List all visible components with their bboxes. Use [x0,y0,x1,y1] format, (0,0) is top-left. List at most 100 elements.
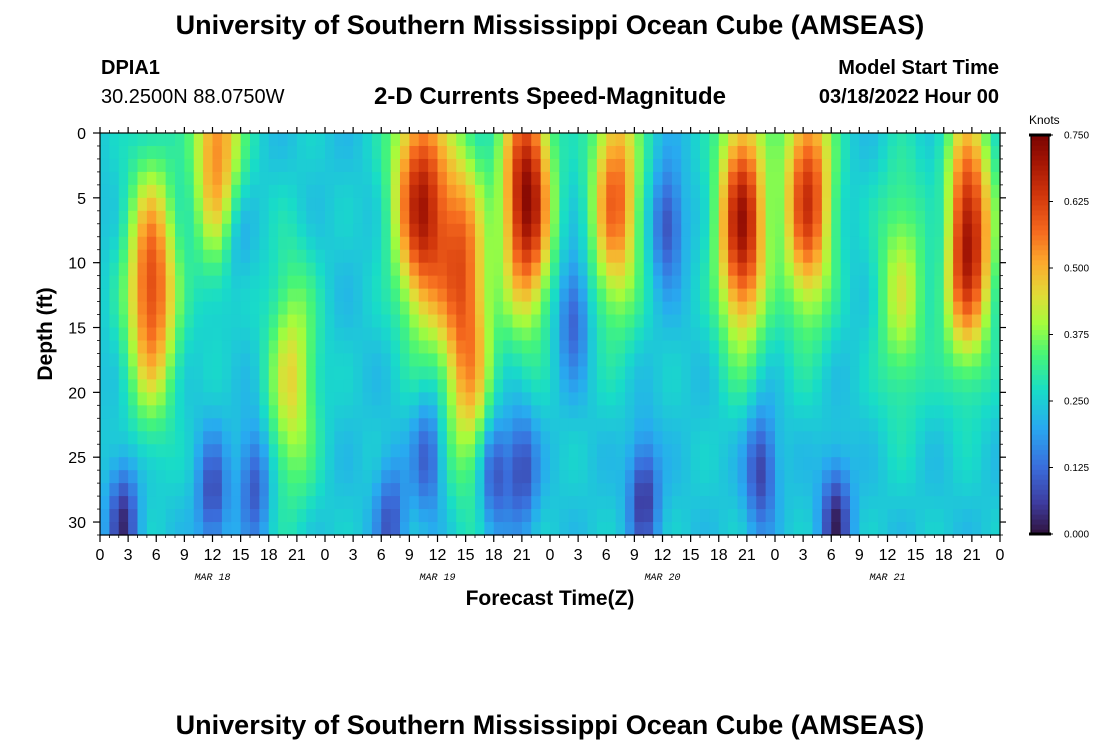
heatmap-cell [212,431,223,445]
heatmap-cell [915,133,926,147]
heatmap-cell [484,288,495,303]
heatmap-cell [475,353,485,368]
heatmap-cell [887,457,898,471]
heatmap-cell [850,353,860,368]
heatmap-cell [625,509,635,523]
heatmap-cell [531,236,542,251]
heatmap-cell [859,392,870,406]
heatmap-cell [578,340,589,355]
heatmap-cell [287,288,298,303]
heatmap-cell [353,418,364,432]
heatmap-cell [550,171,560,186]
heatmap-cell [990,158,1001,173]
heatmap-cell [203,457,214,471]
heatmap-cell [493,418,504,432]
heatmap-cell [212,210,223,225]
heatmap-cell [878,457,889,471]
heatmap-cell [700,431,710,445]
heatmap-cell [334,197,345,212]
heatmap-cell [240,158,251,173]
heatmap-cell [737,379,748,393]
heatmap-cell [896,340,907,355]
colorbar-band [1031,419,1049,425]
heatmap-cell [737,483,748,497]
heatmap-cell [296,197,307,212]
heatmap-cell [765,262,776,277]
heatmap-cell [118,431,129,445]
heatmap-cell [484,340,495,355]
heatmap-cell [362,327,373,342]
heatmap-cell [793,301,804,316]
heatmap-cell [840,353,851,368]
heatmap-cell [559,158,570,173]
heatmap-cell [850,379,860,393]
heatmap-cell [512,158,523,173]
heatmap-cell [231,457,242,471]
heatmap-cell [437,223,448,238]
heatmap-cell [446,171,457,186]
heatmap-cell [990,145,1001,160]
heatmap-cell [962,314,973,329]
heatmap-cell [934,158,945,173]
heatmap-cell [990,353,1001,368]
heatmap-cell [146,197,157,212]
heatmap-cell [568,133,579,147]
heatmap-cell [671,262,682,277]
heatmap-cell [128,470,139,484]
heatmap-cell [990,522,1001,536]
heatmap-cell [306,353,317,368]
heatmap-cell [737,470,748,484]
heatmap-cell [137,158,148,173]
heatmap-cell [728,210,739,225]
heatmap-cell [625,133,635,147]
heatmap-cell [100,353,110,368]
heatmap-cell [550,145,560,160]
heatmap-cell [653,431,664,445]
heatmap-cell [259,379,270,393]
heatmap-cell [962,522,973,536]
heatmap-cell [681,145,692,160]
heatmap-cell [371,184,382,199]
heatmap-cell [250,223,260,238]
heatmap-cell [887,340,898,355]
heatmap-cell [175,496,185,510]
heatmap-cell [184,496,195,510]
heatmap-cell [306,171,317,186]
heatmap-cell [728,275,739,290]
heatmap-cell [371,366,382,380]
heatmap-cell [643,418,654,432]
heatmap-cell [503,444,514,458]
heatmap-cell [775,223,785,238]
heatmap-cell [868,392,879,406]
heatmap-cell [371,158,382,173]
heatmap-cell [540,431,551,445]
heatmap-cell [137,210,148,225]
heatmap-cell [606,379,617,393]
heatmap-cell [803,457,814,471]
heatmap-cell [503,327,514,342]
heatmap-cell [268,418,279,432]
heatmap-cell [240,301,251,316]
heatmap-cell [643,249,654,264]
heatmap-cell [709,509,720,523]
heatmap-cell [343,171,354,186]
heatmap-cell [296,431,307,445]
heatmap-cell [409,392,420,406]
heatmap-cell [906,366,917,380]
heatmap-cell [165,379,176,393]
heatmap-cell [775,457,785,471]
heatmap-cell [118,327,129,342]
heatmap-cell [615,145,626,160]
heatmap-cell [915,470,926,484]
heatmap-cell [606,444,617,458]
heatmap-cell [287,223,298,238]
heatmap-cell [700,133,710,147]
colorbar-band [1031,389,1049,395]
heatmap-cell [868,262,879,277]
colorbar-band [1031,349,1049,356]
heatmap-cell [728,509,739,523]
heatmap-cell [746,236,757,251]
heatmap-cell [109,133,120,147]
heatmap-cell [746,197,757,212]
heatmap-cell [878,184,889,199]
